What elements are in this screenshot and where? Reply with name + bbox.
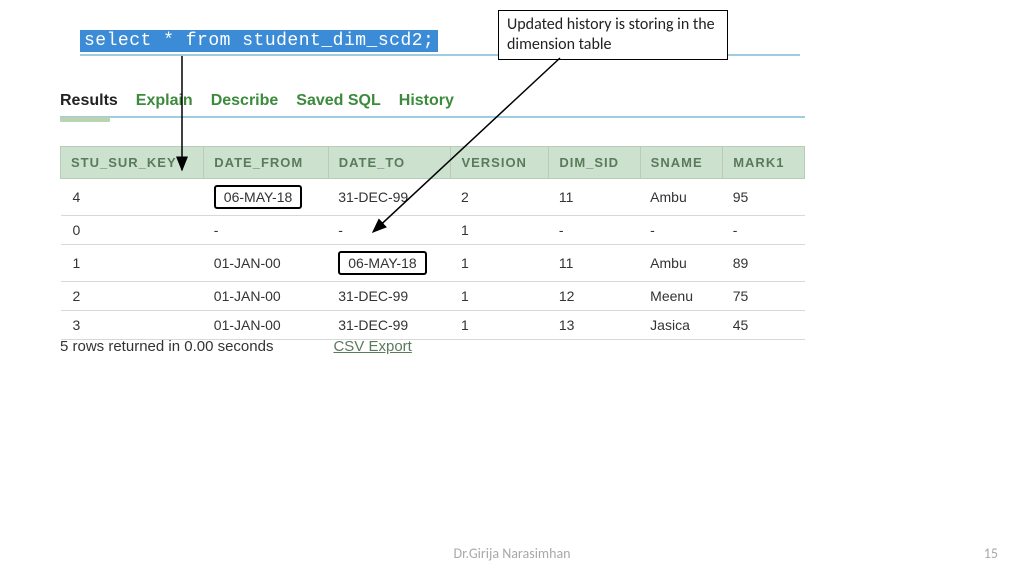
col-mark1: MARK1 [723,147,805,179]
csv-export-link[interactable]: CSV Export [333,338,411,355]
cell: 95 [723,179,805,216]
footer-author: Dr.Girija Narasimhan [0,545,1024,562]
cell: 12 [549,282,640,311]
table-row: 1 01-JAN-00 06-MAY-18 1 11 Ambu 89 [61,245,805,282]
col-stu-sur-key: STU_SUR_KEY [61,147,204,179]
cell: 2 [61,282,204,311]
cell: Ambu [640,179,723,216]
col-date-to: DATE_TO [328,147,451,179]
cell: - [640,216,723,245]
cell: 01-JAN-00 [204,282,328,311]
cell: 3 [61,311,204,340]
cell: - [723,216,805,245]
cell: 1 [451,311,549,340]
result-tabs: Results Explain Describe Saved SQL Histo… [60,88,805,118]
cell: - [328,216,451,245]
col-date-from: DATE_FROM [204,147,328,179]
tab-history[interactable]: History [399,92,454,116]
cell: 1 [61,245,204,282]
tab-explain[interactable]: Explain [136,92,193,116]
status-row: 5 rows returned in 0.00 seconds CSV Expo… [60,338,412,355]
cell: 31-DEC-99 [328,179,451,216]
cell-highlighted: 06-MAY-18 [328,245,451,282]
cell: Jasica [640,311,723,340]
col-dim-sid: DIM_SID [549,147,640,179]
cell: 1 [451,216,549,245]
status-text: 5 rows returned in 0.00 seconds [60,338,273,355]
cell: 45 [723,311,805,340]
cell: 75 [723,282,805,311]
cell: Meenu [640,282,723,311]
highlight-box: 06-MAY-18 [214,185,302,209]
cell: 13 [549,311,640,340]
cell: 89 [723,245,805,282]
footer-page-number: 15 [984,545,998,562]
cell: 4 [61,179,204,216]
tab-results[interactable]: Results [60,92,118,116]
table-header-row: STU_SUR_KEY DATE_FROM DATE_TO VERSION DI… [61,147,805,179]
cell: 11 [549,179,640,216]
cell: 01-JAN-00 [204,245,328,282]
cell: - [204,216,328,245]
cell: 01-JAN-00 [204,311,328,340]
cell: Ambu [640,245,723,282]
results-table: STU_SUR_KEY DATE_FROM DATE_TO VERSION DI… [60,146,805,340]
highlight-box: 06-MAY-18 [338,251,426,275]
tab-saved-sql[interactable]: Saved SQL [296,92,380,116]
cell: 31-DEC-99 [328,282,451,311]
table-row: 3 01-JAN-00 31-DEC-99 1 13 Jasica 45 [61,311,805,340]
cell: 2 [451,179,549,216]
col-sname: SNAME [640,147,723,179]
table-row: 4 06-MAY-18 31-DEC-99 2 11 Ambu 95 [61,179,805,216]
callout-annotation: Updated history is storing in the dimens… [498,10,728,60]
table-body: 4 06-MAY-18 31-DEC-99 2 11 Ambu 95 0 - -… [61,179,805,340]
tab-label: Results [60,92,118,109]
col-version: VERSION [451,147,549,179]
sql-query-text: select * from student_dim_scd2; [80,30,438,52]
cell: 1 [451,245,549,282]
cell: 0 [61,216,204,245]
active-tab-indicator [60,117,110,122]
tab-describe[interactable]: Describe [211,92,279,116]
table-row: 0 - - 1 - - - [61,216,805,245]
cell: 11 [549,245,640,282]
table-row: 2 01-JAN-00 31-DEC-99 1 12 Meenu 75 [61,282,805,311]
cell: 1 [451,282,549,311]
cell: - [549,216,640,245]
cell: 31-DEC-99 [328,311,451,340]
cell-highlighted: 06-MAY-18 [204,179,328,216]
